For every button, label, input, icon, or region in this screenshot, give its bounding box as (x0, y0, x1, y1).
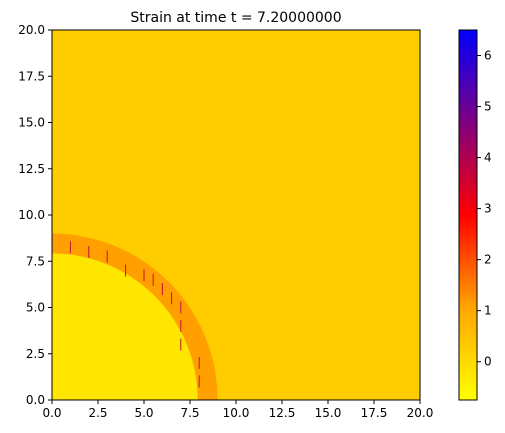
heatmap-interior-region (52, 253, 198, 400)
y-tick-label: 2.5 (26, 347, 45, 361)
colorbar-tick-label: 1 (484, 304, 492, 318)
y-tick-label: 5.0 (26, 301, 45, 315)
plot-area (52, 30, 420, 400)
colorbar-tick-label: 4 (484, 151, 492, 165)
colorbar-tick-label: 2 (484, 253, 492, 267)
x-axis: 0.0 2.5 5.0 7.5 10.0 12.5 15.0 17.5 20.0 (42, 400, 433, 420)
y-tick-label: 7.5 (26, 254, 45, 268)
colorbar-tick-label: 0 (484, 355, 492, 369)
colorbar-tick-label: 3 (484, 202, 492, 216)
y-tick-label: 0.0 (26, 393, 45, 407)
x-tick-label: 2.5 (88, 406, 107, 420)
colorbar-tick-label: 6 (484, 49, 492, 63)
y-tick-label: 15.0 (18, 116, 45, 130)
chart-title: Strain at time t = 7.20000000 (130, 10, 341, 26)
x-tick-label: 20.0 (407, 406, 434, 420)
x-tick-label: 17.5 (361, 406, 388, 420)
y-tick-label: 17.5 (18, 69, 45, 83)
x-tick-label: 0.0 (42, 406, 61, 420)
colorbar (458, 29, 478, 401)
x-tick-label: 5.0 (134, 406, 153, 420)
y-tick-label: 10.0 (18, 208, 45, 222)
y-tick-label: 12.5 (18, 162, 45, 176)
colorbar-tick-label: 5 (484, 100, 492, 114)
x-tick-label: 7.5 (180, 406, 199, 420)
y-tick-label: 20.0 (18, 23, 45, 37)
colorbar-axis: 0 1 2 3 4 5 6 (477, 49, 492, 369)
y-axis: 0.0 2.5 5.0 7.5 10.0 12.5 15.0 17.5 20.0 (18, 23, 52, 407)
x-tick-label: 10.0 (223, 406, 250, 420)
x-tick-label: 12.5 (269, 406, 296, 420)
x-tick-label: 15.0 (315, 406, 342, 420)
